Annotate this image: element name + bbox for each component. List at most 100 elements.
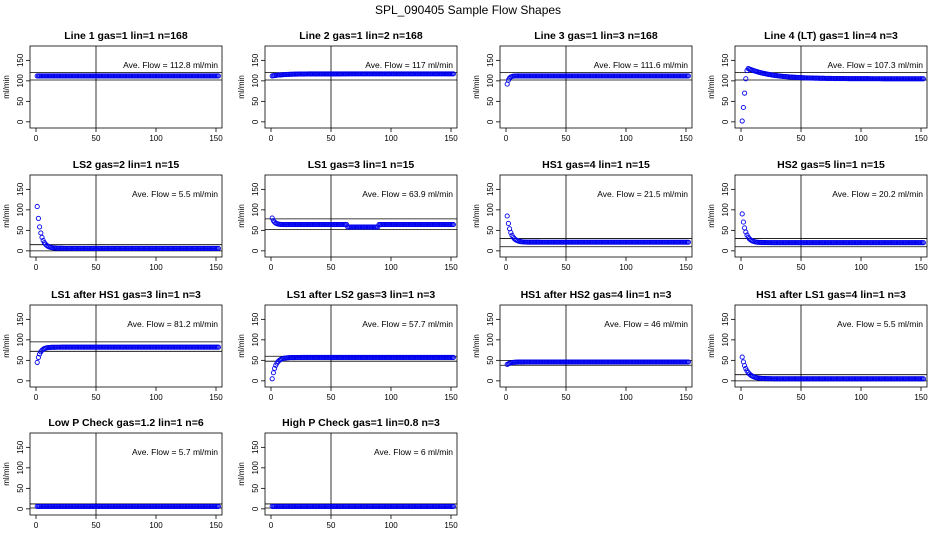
average-flow-annotation: Ave. Flow = 63.9 ml/min	[362, 189, 453, 199]
x-tick-label: 50	[327, 393, 336, 402]
y-tick-label: 150	[721, 182, 730, 196]
x-tick-label: 100	[619, 134, 633, 143]
plot-frame	[734, 304, 928, 388]
y-axis-label: ml/min	[237, 334, 246, 358]
y-tick-label: 0	[16, 119, 25, 124]
y-tick-label: 150	[251, 440, 260, 454]
average-flow-annotation: Ave. Flow = 117 ml/min	[365, 60, 453, 70]
x-tick-label: 100	[149, 521, 163, 530]
y-tick-label: 150	[486, 182, 495, 196]
y-tick-label: 100	[486, 203, 495, 217]
x-tick-label: 100	[149, 263, 163, 272]
x-tick-label: 50	[562, 134, 571, 143]
average-flow-annotation: Ave. Flow = 5.5 ml/min	[132, 189, 218, 199]
chart-panel: LS2 gas=2 lin=1 n=15 0 50 100 150 0 50 100 150 ml…	[2, 159, 223, 272]
plot-frame	[499, 174, 693, 258]
x-tick-label: 150	[209, 263, 223, 272]
chart-panel: HS1 gas=4 lin=1 n=15 0 50 100 150 0 50 100 150 ml…	[472, 159, 693, 272]
x-tick-label: 150	[444, 393, 458, 402]
y-tick-label: 0	[721, 248, 730, 253]
y-tick-label: 150	[16, 440, 25, 454]
x-tick-label: 0	[269, 263, 274, 272]
chart-panel: LS1 after LS2 gas=3 lin=1 n=3 0 50 100 150 0 5…	[237, 289, 458, 402]
x-tick-label: 100	[149, 134, 163, 143]
x-tick-label: 50	[92, 393, 101, 402]
data-point	[739, 211, 745, 217]
y-tick-label: 100	[486, 333, 495, 347]
y-tick-label: 100	[16, 74, 25, 88]
data-point	[508, 230, 514, 236]
y-axis-label: ml/min	[472, 75, 481, 99]
chart-panel: High P Check gas=1 lin=0.8 n=3 0 50 100 150 0…	[237, 417, 458, 530]
x-tick-label: 150	[209, 521, 223, 530]
data-point	[742, 225, 748, 231]
data-point	[743, 76, 749, 82]
x-tick-label: 100	[854, 393, 868, 402]
y-tick-label: 150	[16, 182, 25, 196]
average-flow-annotation: Ave. Flow = 20.2 ml/min	[832, 189, 923, 199]
x-tick-label: 0	[504, 263, 509, 272]
y-tick-label: 50	[251, 483, 260, 492]
y-tick-label: 50	[16, 225, 25, 234]
y-tick-label: 50	[251, 355, 260, 364]
average-flow-annotation: Ave. Flow = 5.7 ml/min	[132, 447, 218, 457]
plot-frame	[734, 45, 928, 129]
y-tick-label: 100	[251, 333, 260, 347]
data-point	[450, 71, 456, 77]
data-point	[35, 354, 41, 360]
y-tick-label: 100	[251, 461, 260, 475]
x-tick-label: 0	[269, 521, 274, 530]
x-tick-label: 50	[327, 521, 336, 530]
plot-frame	[29, 45, 223, 129]
x-tick-label: 100	[619, 393, 633, 402]
plot-frame	[264, 45, 458, 129]
average-flow-annotation: Ave. Flow = 111.6 ml/min	[594, 60, 689, 70]
y-tick-label: 150	[251, 182, 260, 196]
average-flow-annotation: Ave. Flow = 81.2 ml/min	[127, 319, 218, 329]
x-tick-label: 150	[444, 263, 458, 272]
x-tick-label: 100	[384, 134, 398, 143]
y-tick-label: 150	[16, 53, 25, 67]
x-tick-label: 0	[34, 521, 39, 530]
y-axis-label: ml/min	[707, 204, 716, 228]
data-point	[34, 204, 40, 210]
data-point	[37, 224, 43, 230]
y-tick-label: 0	[16, 378, 25, 383]
plot-frame	[499, 45, 693, 129]
y-tick-label: 0	[251, 506, 260, 511]
y-tick-label: 100	[251, 74, 260, 88]
x-tick-label: 50	[797, 393, 806, 402]
x-tick-label: 150	[679, 263, 693, 272]
panel-title: HS1 after LS1 gas=4 lin=1 n=3	[756, 289, 906, 301]
chart-panel: Low P Check gas=1.2 lin=1 n=6 0 50 100 150 0 5…	[2, 417, 223, 530]
x-tick-label: 50	[92, 263, 101, 272]
y-tick-label: 50	[721, 355, 730, 364]
x-tick-label: 100	[854, 263, 868, 272]
data-point	[450, 222, 456, 228]
average-flow-annotation: Ave. Flow = 107.3 ml/min	[827, 60, 923, 70]
x-tick-label: 0	[34, 263, 39, 272]
data-point	[742, 363, 748, 369]
y-tick-label: 100	[16, 203, 25, 217]
data-point	[920, 76, 926, 82]
plot-frame	[734, 174, 928, 258]
panel-title: Line 4 (LT) gas=1 lin=4 n=3	[764, 30, 898, 42]
y-tick-label: 100	[721, 74, 730, 88]
y-axis-label: ml/min	[2, 204, 11, 228]
panel-title: High P Check gas=1 lin=0.8 n=3	[282, 417, 440, 429]
x-tick-label: 100	[384, 393, 398, 402]
plot-frame	[29, 432, 223, 516]
x-tick-label: 0	[34, 134, 39, 143]
x-tick-label: 100	[854, 134, 868, 143]
x-tick-label: 0	[739, 134, 744, 143]
x-tick-label: 50	[797, 263, 806, 272]
data-point	[504, 213, 510, 219]
y-tick-label: 50	[486, 225, 495, 234]
y-tick-label: 50	[16, 96, 25, 105]
data-point	[740, 104, 746, 111]
data-point	[505, 220, 511, 226]
y-tick-label: 50	[721, 225, 730, 234]
data-point	[920, 240, 926, 246]
y-tick-label: 50	[251, 96, 260, 105]
